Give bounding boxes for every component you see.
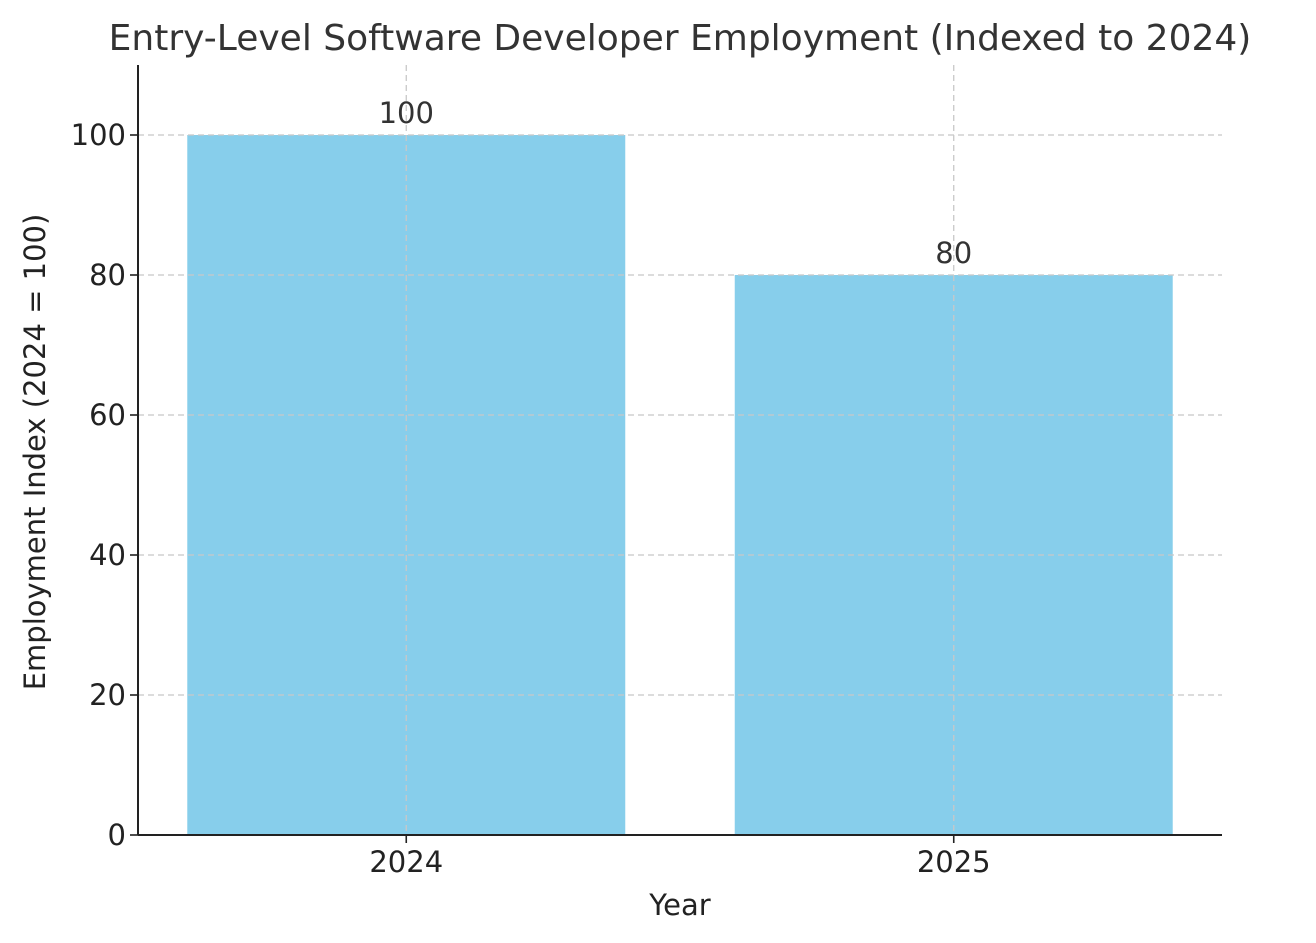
y-tick-label: 40 [89, 538, 126, 572]
data-label-2024: 100 [379, 96, 434, 130]
x-tick-label: 2025 [917, 845, 991, 879]
x-axis-label: Year [648, 888, 710, 922]
y-tick-label: 60 [89, 398, 126, 432]
y-tick-label: 0 [108, 818, 126, 852]
x-tick-label: 2024 [369, 845, 443, 879]
data-label-2025: 80 [935, 236, 972, 270]
y-tick-label: 20 [89, 678, 126, 712]
y-tick-label: 100 [71, 118, 126, 152]
y-axis-label: Employment Index (2024 = 100) [18, 214, 52, 691]
chart-title: Entry-Level Software Developer Employmen… [109, 18, 1252, 59]
y-tick-label: 80 [89, 258, 126, 292]
